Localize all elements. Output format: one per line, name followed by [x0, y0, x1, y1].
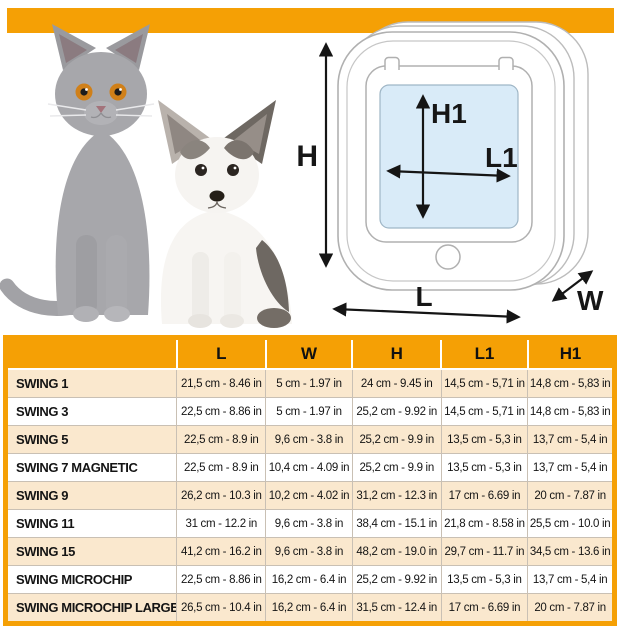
dim-h1: 13,7 cm - 5,4 in	[527, 565, 615, 594]
model-name: SWING 7 MAGNETIC	[5, 453, 178, 482]
dim-l1: 13,5 cm - 5,3 in	[440, 565, 529, 594]
cat-nose	[96, 106, 106, 113]
dim-h1: 34,5 cm - 13.6 in	[527, 537, 615, 566]
corner-cell	[5, 336, 177, 370]
dim-l: 26,5 cm - 10.4 in	[176, 593, 267, 624]
dog-back-patch	[256, 240, 289, 312]
flap-diagram: H H1 L1 L W	[296, 21, 604, 324]
dim-w: 9,6 cm - 3.8 in	[265, 509, 353, 538]
model-name: SWING MICROCHIP	[5, 565, 178, 594]
dim-h: 25,2 cm - 9.92 in	[351, 397, 442, 426]
cat-photo	[0, 24, 155, 322]
dim-l1: 14,5 cm - 5,71 in	[440, 368, 529, 398]
table-row: SWING 11 31 cm - 12.2 in 9,6 cm - 3.8 in…	[5, 509, 615, 538]
dim-h: 48,2 cm - 19.0 in	[351, 537, 442, 566]
col-header-l: L	[175, 336, 266, 370]
model-name: SWING 9	[5, 481, 178, 510]
dim-l1: 17 cm - 6.69 in	[440, 593, 529, 624]
dim-l: 21,5 cm - 8.46 in	[176, 368, 267, 398]
dim-l: 22,5 cm - 8.9 in	[176, 425, 267, 454]
dim-h: 25,2 cm - 9.9 in	[351, 453, 442, 482]
dim-h: 25,2 cm - 9.92 in	[351, 565, 442, 594]
dim-w: 5 cm - 1.97 in	[265, 368, 353, 398]
table-row: SWING MICROCHIP LARGE 26,5 cm - 10.4 in …	[5, 593, 615, 624]
dim-l: 22,5 cm - 8.86 in	[176, 397, 267, 426]
dog-nose	[209, 190, 225, 202]
dim-h: 38,4 cm - 15.1 in	[351, 509, 442, 538]
dim-l1: 14,5 cm - 5,71 in	[440, 397, 529, 426]
dim-l: 31 cm - 12.2 in	[176, 509, 267, 538]
model-name: SWING 3	[5, 397, 178, 426]
label-l: L	[415, 281, 432, 312]
model-name: SWING 11	[5, 509, 178, 538]
dim-l1: 13,5 cm - 5,3 in	[440, 425, 529, 454]
table-row: SWING 5 22,5 cm - 8.9 in 9,6 cm - 3.8 in…	[5, 425, 615, 454]
label-l1: L1	[485, 142, 518, 173]
flap-knob	[435, 244, 461, 270]
table-row: SWING 7 MAGNETIC 22,5 cm - 8.9 in 10,4 c…	[5, 453, 615, 482]
table-row: SWING 15 41,2 cm - 16.2 in 9,6 cm - 3.8 …	[5, 537, 615, 566]
label-w: W	[577, 285, 604, 316]
dimensions-table-wrap: L W H L1 H1 SWING 1 21,5 cm - 8.46 in 5 …	[3, 335, 617, 626]
arrow-w	[551, 270, 594, 302]
hero-graphic: H H1 L1 L W	[0, 8, 614, 328]
model-name: SWING 1	[5, 368, 178, 398]
dim-h1: 25,5 cm - 10.0 in	[527, 509, 615, 538]
dim-w: 10,2 cm - 4.02 in	[265, 481, 353, 510]
dim-w: 16,2 cm - 6.4 in	[265, 593, 353, 624]
dog-eye-left	[195, 164, 207, 176]
arrow-l1	[386, 164, 511, 183]
flap-pane	[379, 84, 519, 229]
dim-l1: 21,8 cm - 8.58 in	[440, 509, 529, 538]
dim-l1: 29,7 cm - 11.7 in	[440, 537, 529, 566]
col-header-w: W	[264, 336, 353, 370]
col-header-h: H	[351, 336, 442, 370]
dim-w: 9,6 cm - 3.8 in	[265, 537, 353, 566]
dim-l1: 13,5 cm - 5,3 in	[440, 453, 529, 482]
table-row: SWING 1 21,5 cm - 8.46 in 5 cm - 1.97 in…	[5, 368, 615, 398]
dim-w: 16,2 cm - 6.4 in	[265, 565, 353, 594]
dim-l: 26,2 cm - 10.3 in	[176, 481, 267, 510]
model-name: SWING 15	[5, 537, 178, 566]
cat-body	[55, 130, 150, 315]
flap-clip-right	[498, 56, 514, 70]
col-header-l1: L1	[440, 336, 528, 370]
dim-h1: 13,7 cm - 5,4 in	[527, 453, 615, 482]
dim-h1: 14,8 cm - 5,83 in	[527, 368, 615, 398]
model-name: SWING 5	[5, 425, 178, 454]
arrow-l	[332, 302, 521, 324]
dog-eye-right	[227, 164, 239, 176]
table-row: SWING 3 22,5 cm - 8.86 in 5 cm - 1.97 in…	[5, 397, 615, 426]
dim-h1: 20 cm - 7.87 in	[527, 481, 615, 510]
dim-w: 9,6 cm - 3.8 in	[265, 425, 353, 454]
dim-h: 24 cm - 9.45 in	[351, 368, 442, 398]
table-row: SWING MICROCHIP 22,5 cm - 8.86 in 16,2 c…	[5, 565, 615, 594]
dim-w: 10,4 cm - 4.09 in	[265, 453, 353, 482]
dimensions-table: L W H L1 H1 SWING 1 21,5 cm - 8.46 in 5 …	[3, 335, 617, 626]
model-name: SWING MICROCHIP LARGE	[5, 593, 178, 624]
dog-photo	[158, 100, 292, 328]
header-row: L W H L1 H1	[5, 336, 615, 370]
col-header-h1: H1	[526, 336, 615, 370]
dim-h: 25,2 cm - 9.9 in	[351, 425, 442, 454]
dim-h: 31,2 cm - 12.3 in	[351, 481, 442, 510]
dim-l: 41,2 cm - 16.2 in	[176, 537, 267, 566]
dim-l: 22,5 cm - 8.9 in	[176, 453, 267, 482]
dim-h: 31,5 cm - 12.4 in	[351, 593, 442, 624]
table-row: SWING 9 26,2 cm - 10.3 in 10,2 cm - 4.02…	[5, 481, 615, 510]
pets-photo	[0, 24, 292, 328]
dim-l: 22,5 cm - 8.86 in	[176, 565, 267, 594]
dim-w: 5 cm - 1.97 in	[265, 397, 353, 426]
dim-l1: 17 cm - 6.69 in	[440, 481, 529, 510]
label-h1: H1	[431, 98, 467, 129]
label-h: H	[296, 140, 318, 173]
flap-clip-left	[384, 56, 400, 70]
dim-h1: 20 cm - 7.87 in	[527, 593, 615, 624]
cat-whiskers	[47, 103, 155, 117]
dim-h1: 13,7 cm - 5,4 in	[527, 425, 615, 454]
dim-h1: 14,8 cm - 5,83 in	[527, 397, 615, 426]
